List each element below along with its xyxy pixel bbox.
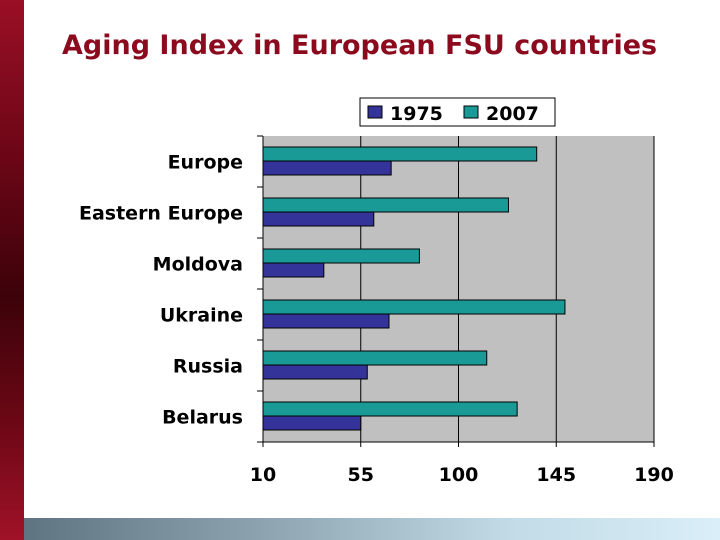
left-decor-band	[0, 0, 24, 540]
x-tick-label: 55	[348, 464, 374, 486]
bar-1975	[262, 160, 392, 176]
legend-swatch-2007	[463, 105, 479, 119]
legend-box	[359, 97, 556, 127]
category-label: Ukraine	[160, 305, 243, 327]
page-title: Aging Index in European FSU countries	[62, 30, 658, 61]
bar-2007	[262, 248, 420, 264]
x-tick-label: 100	[439, 464, 479, 486]
category-label: Eastern Europe	[79, 203, 243, 225]
axes	[257, 135, 654, 443]
bar-2007	[262, 401, 518, 417]
bars	[262, 146, 566, 431]
legend: 1975 2007	[359, 97, 556, 127]
x-tick-label: 10	[250, 464, 276, 486]
x-tick-label: 190	[634, 464, 674, 486]
bar-1975	[262, 415, 362, 431]
category-label: Europe	[168, 152, 243, 174]
bar-1975	[262, 262, 325, 278]
bar-2007	[262, 299, 566, 315]
legend-swatch-1975	[367, 105, 383, 119]
category-label: Belarus	[162, 407, 243, 429]
bar-1975	[262, 364, 368, 380]
bar-2007	[262, 146, 538, 162]
bar-2007	[262, 350, 488, 366]
legend-label-2007: 2007	[486, 103, 539, 125]
bar-1975	[262, 211, 375, 227]
bar-1975	[262, 313, 390, 329]
bar-2007	[262, 197, 509, 213]
x-tick-label: 145	[536, 464, 576, 486]
bottom-decor-band	[24, 518, 720, 540]
category-label: Moldova	[153, 254, 243, 276]
legend-label-1975: 1975	[390, 103, 443, 125]
tick-labels: 10 55 100 145 190	[250, 464, 674, 486]
category-label: Russia	[173, 356, 243, 378]
grid-lines	[262, 136, 655, 447]
category-labels: Europe Eastern Europe Moldova Ukraine Russia…	[79, 152, 243, 429]
